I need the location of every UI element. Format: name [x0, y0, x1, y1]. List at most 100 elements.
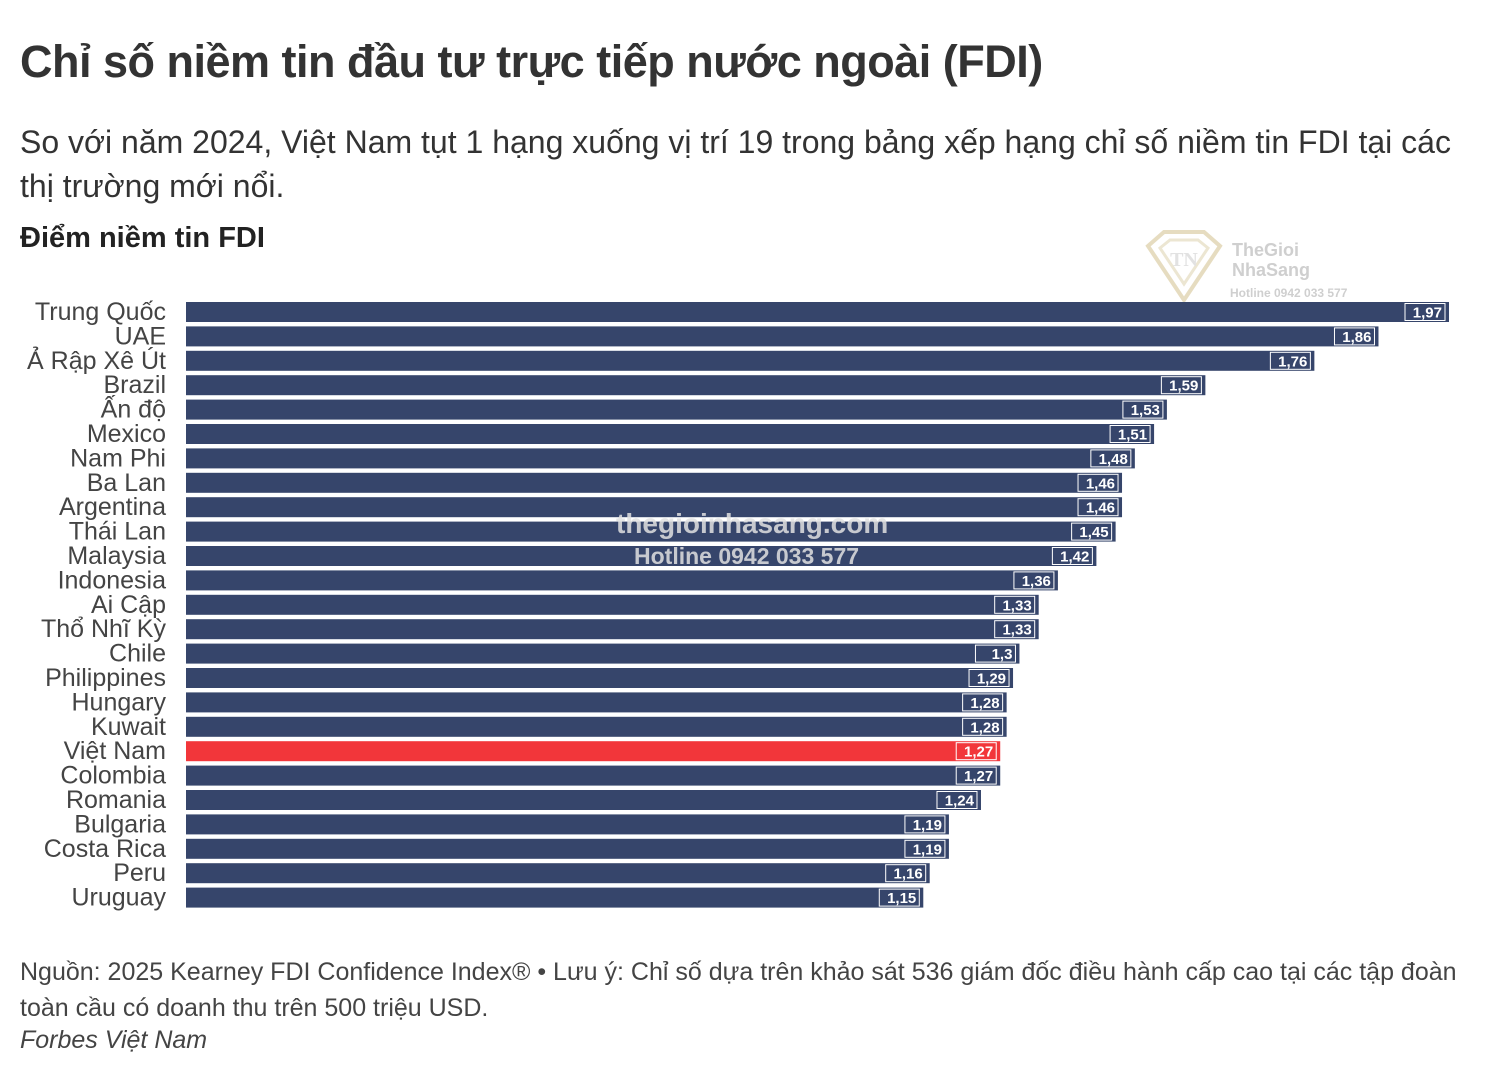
value-label-bg: [885, 864, 927, 883]
category-label: Mexico: [87, 420, 166, 448]
value-label: 1,33: [1002, 597, 1031, 614]
value-label: 1,3: [992, 646, 1013, 663]
watermark-logo-icon: TN: [1145, 230, 1223, 304]
value-label: 1,46: [1086, 500, 1115, 517]
category-label: Indonesia: [58, 566, 167, 594]
value-label: 1,19: [913, 841, 942, 858]
value-label-bg: [994, 620, 1036, 639]
bar-highlight: [186, 741, 1001, 762]
bar: [186, 521, 1116, 542]
category-label: Trung Quốc: [35, 298, 166, 326]
watermark-site: thegioinhasang.com: [616, 508, 889, 539]
chart-subtitle: So với năm 2024, Việt Nam tụt 1 hạng xuố…: [20, 124, 1451, 204]
category-label: Brazil: [103, 371, 166, 399]
value-label-bg: [878, 888, 920, 907]
bar: [186, 887, 924, 908]
watermark-hotline-small: Hotline 0942 033 577: [1230, 286, 1348, 300]
value-label-bg: [904, 815, 946, 834]
watermark-hotline: Hotline 0942 033 577: [634, 543, 860, 569]
value-label-bg: [1160, 376, 1202, 395]
value-label-bg: [1109, 425, 1151, 443]
value-label-bg: [962, 693, 1004, 712]
category-label: Hungary: [72, 688, 167, 716]
bar: [186, 302, 1449, 322]
value-label-bg: [1013, 571, 1055, 590]
bar: [186, 668, 1014, 688]
bar: [186, 448, 1135, 469]
axis-title: Điểm niềm tin FDI: [20, 222, 265, 254]
value-label: 1,76: [1278, 353, 1307, 370]
value-label-bg: [955, 766, 997, 785]
category-label: Romania: [66, 786, 166, 814]
category-label: Kuwait: [91, 713, 166, 741]
bar: [186, 570, 1058, 591]
category-label: Thổ Nhĩ Kỳ: [41, 615, 167, 643]
value-label: 1,28: [970, 695, 999, 712]
value-label-bg: [1051, 547, 1093, 565]
value-label: 1,46: [1086, 475, 1115, 492]
bar: [186, 765, 1001, 786]
bar: [186, 424, 1155, 444]
bar: [186, 497, 1123, 518]
value-label: 1,29: [977, 671, 1006, 688]
category-label: Bulgaria: [74, 810, 166, 838]
value-label: 1,24: [945, 793, 975, 810]
bar: [186, 838, 949, 859]
category-label: Chile: [109, 640, 166, 668]
category-label: Argentina: [59, 493, 166, 521]
value-label: 1,27: [964, 768, 993, 785]
bar: [186, 375, 1206, 396]
value-label-bg: [974, 644, 1016, 663]
value-label-bg: [1071, 522, 1113, 541]
value-label: 1,36: [1022, 573, 1051, 590]
bar: [186, 472, 1123, 493]
watermark-brand-line1: TheGioi: [1232, 240, 1299, 260]
bar: [186, 790, 981, 810]
category-label: Nam Phi: [70, 444, 166, 472]
bar: [186, 863, 930, 884]
bar: [186, 814, 949, 835]
value-label-bg: [1077, 498, 1119, 517]
category-label: Ai Cập: [91, 591, 166, 619]
value-label: 1,53: [1131, 402, 1160, 419]
value-label-bg: [1077, 473, 1119, 492]
value-label-bg: [1333, 327, 1375, 346]
value-label: 1,42: [1060, 549, 1089, 566]
category-label: Costa Rica: [44, 835, 166, 863]
value-label: 1,19: [913, 817, 942, 834]
bar: [186, 594, 1039, 615]
category-label: Ả Rập Xê Út: [27, 345, 166, 375]
category-label: Việt Nam: [64, 737, 166, 765]
bar: [186, 619, 1039, 640]
value-label-bg: [955, 742, 997, 761]
bar: [186, 350, 1315, 371]
source-note: Nguồn: 2025 Kearney FDI Confidence Index…: [20, 958, 1457, 1022]
category-label: Philippines: [45, 664, 166, 692]
value-label-bg: [994, 595, 1036, 614]
bar: [186, 692, 1007, 713]
category-label: Peru: [113, 859, 166, 887]
bar: [186, 716, 1007, 737]
value-label-bg: [904, 839, 946, 858]
value-label-bg: [1269, 351, 1311, 370]
value-label-bg: [1090, 449, 1132, 468]
category-label: Ấn độ: [101, 395, 166, 424]
publisher-credit: Forbes Việt Nam: [20, 1026, 208, 1054]
category-label: UAE: [115, 322, 166, 350]
value-label: 1,59: [1169, 378, 1198, 395]
value-label-bg: [968, 669, 1010, 687]
value-label-bg: [962, 717, 1004, 736]
category-label: Ba Lan: [87, 469, 166, 497]
value-label-bg: [1122, 400, 1164, 419]
value-label: 1,97: [1413, 305, 1442, 322]
bar: [186, 546, 1097, 566]
bar: [186, 326, 1379, 347]
value-label: 1,27: [964, 744, 993, 761]
category-label: Colombia: [60, 762, 166, 790]
chart-title: Chỉ số niềm tin đầu tư trực tiếp nước ng…: [20, 36, 1043, 87]
bar: [186, 643, 1020, 664]
value-label: 1,15: [887, 890, 916, 907]
value-label-bg: [936, 791, 978, 809]
watermark-brand-line2: NhaSang: [1232, 260, 1311, 280]
value-label: 1,16: [893, 866, 922, 883]
